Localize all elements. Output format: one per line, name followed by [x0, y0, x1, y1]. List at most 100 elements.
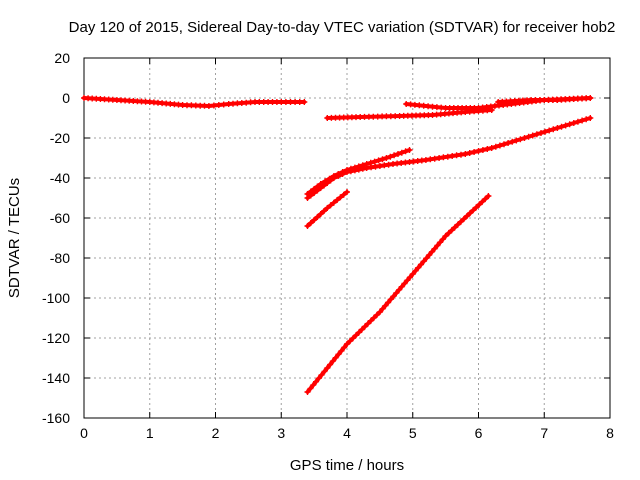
- data-point: [415, 264, 422, 271]
- y-tick-label: -60: [50, 210, 70, 226]
- data-point: [476, 201, 483, 208]
- data-point: [350, 335, 356, 342]
- data-point: [304, 195, 311, 201]
- x-tick-label: 6: [475, 425, 483, 441]
- data-point: [395, 151, 401, 157]
- data-point: [390, 293, 397, 300]
- data-point: [355, 166, 362, 173]
- series-s6: [304, 115, 594, 201]
- x-tick-label: 7: [540, 425, 548, 441]
- data-point: [383, 155, 390, 161]
- x-tick-label: 5: [409, 425, 417, 441]
- data-point: [330, 199, 337, 206]
- data-point: [558, 123, 565, 130]
- data-point: [460, 215, 467, 222]
- data-point: [529, 132, 536, 139]
- data-point: [304, 223, 311, 229]
- data-point: [562, 122, 569, 129]
- data-point: [379, 305, 386, 312]
- data-point: [327, 177, 334, 184]
- data-point: [313, 378, 319, 385]
- data-point: [401, 280, 408, 287]
- data-point: [398, 283, 405, 290]
- data-point: [379, 156, 386, 163]
- data-point: [464, 213, 470, 219]
- data-point: [439, 236, 446, 243]
- y-tick-label: -160: [42, 410, 70, 426]
- data-point: [475, 148, 482, 154]
- data-point: [327, 361, 334, 368]
- data-point: [479, 198, 486, 205]
- y-tick-label: -120: [42, 330, 70, 346]
- data-point: [311, 217, 318, 223]
- data-point: [538, 130, 544, 136]
- x-tick-label: 0: [80, 425, 88, 441]
- data-point: [371, 158, 378, 165]
- data-point: [550, 126, 557, 133]
- data-point: [334, 197, 341, 203]
- y-tick-label: -80: [50, 250, 70, 266]
- data-point: [583, 116, 590, 123]
- data-point: [542, 128, 549, 135]
- data-point: [332, 354, 339, 361]
- y-tick-label: 0: [62, 90, 70, 106]
- data-point: [471, 149, 478, 155]
- data-point: [509, 138, 516, 145]
- data-point: [398, 149, 405, 156]
- grid-lines: [84, 58, 610, 418]
- data-point: [347, 338, 353, 345]
- data-point: [533, 131, 540, 138]
- x-tick-label: 1: [146, 425, 154, 441]
- series-s8: [304, 193, 492, 395]
- data-point: [431, 245, 438, 252]
- data-point: [448, 227, 455, 234]
- data-point: [445, 230, 452, 237]
- data-point: [402, 148, 409, 155]
- data-point: [344, 341, 350, 347]
- data-point: [387, 296, 394, 303]
- data-point: [338, 347, 345, 354]
- data-point: [321, 368, 328, 375]
- data-point: [307, 220, 314, 226]
- data-point: [517, 136, 524, 143]
- data-point: [407, 274, 413, 281]
- data-point: [406, 147, 413, 153]
- data-point: [327, 202, 334, 209]
- data-point: [310, 382, 317, 389]
- data-point: [554, 125, 561, 131]
- y-tick-label: -20: [50, 130, 70, 146]
- x-axis: 0 1 2 3 4 5 6 7 8: [80, 58, 614, 441]
- series-layer: [81, 95, 594, 395]
- data-point: [370, 314, 377, 321]
- data-point: [587, 115, 594, 121]
- data-point: [373, 311, 380, 318]
- data-point: [412, 267, 419, 274]
- data-point: [330, 175, 337, 181]
- data-point: [579, 117, 586, 124]
- data-point: [341, 344, 348, 351]
- y-axis: 20 0 -20 -40 -60 -80 -100 -120 -140 -160: [42, 50, 610, 426]
- data-point: [337, 194, 344, 201]
- data-point: [385, 299, 392, 306]
- data-point: [307, 192, 314, 199]
- data-point: [375, 157, 382, 164]
- data-point: [324, 180, 331, 186]
- data-point: [479, 147, 486, 153]
- data-point: [525, 133, 532, 140]
- x-tick-label: 2: [212, 425, 220, 441]
- data-point: [311, 190, 318, 196]
- data-point: [307, 385, 314, 392]
- x-tick-label: 4: [343, 425, 351, 441]
- data-point: [358, 326, 365, 333]
- data-point: [466, 150, 473, 156]
- data-point: [482, 195, 489, 202]
- data-point: [321, 208, 327, 214]
- data-point: [426, 252, 433, 258]
- data-point: [393, 290, 400, 296]
- data-point: [462, 151, 469, 157]
- x-axis-label: GPS time / hours: [290, 457, 404, 474]
- data-point: [521, 135, 528, 141]
- data-point: [317, 185, 324, 191]
- series-s4: [495, 95, 594, 105]
